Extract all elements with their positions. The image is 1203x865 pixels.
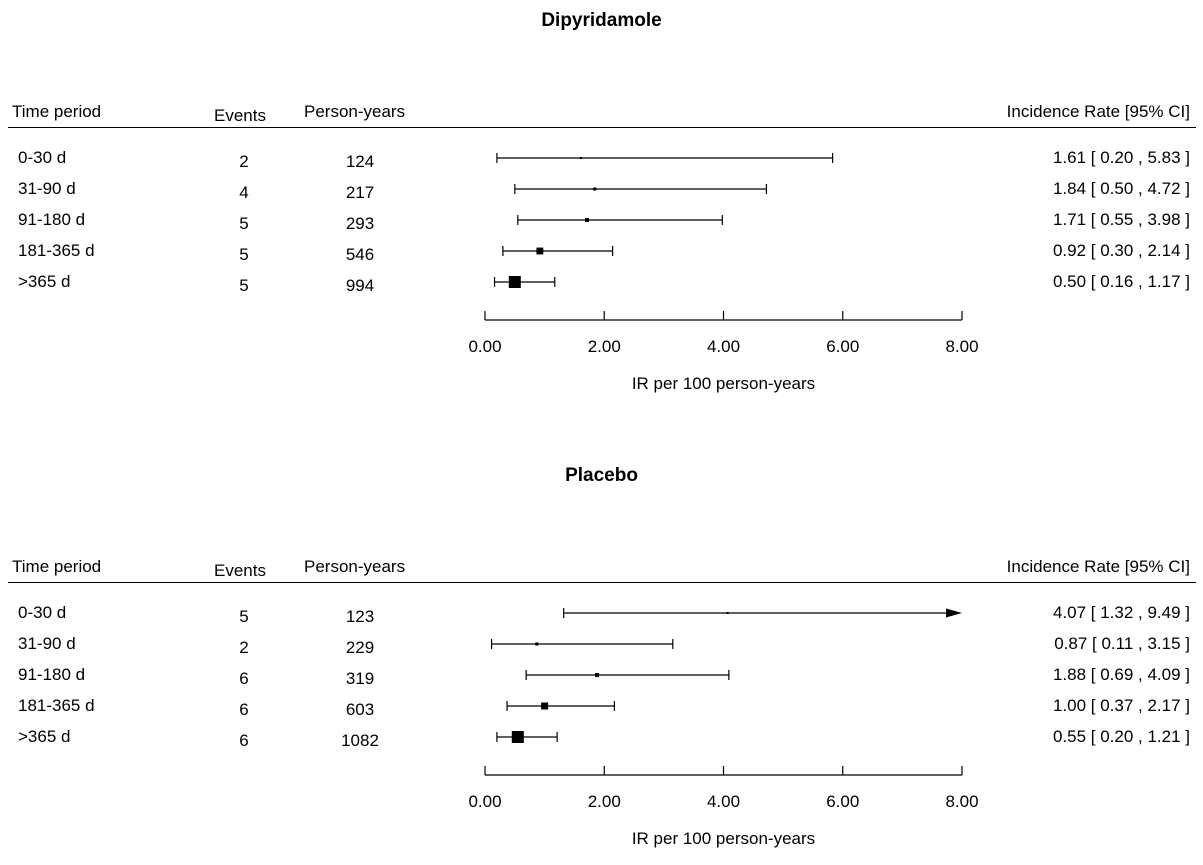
forest-panel-dipyridamole: Dipyridamole Time period Events Person-y… bbox=[0, 0, 1203, 410]
x-tick-label: 2.00 bbox=[588, 792, 621, 811]
forest-plot-svg: 0.00 2.00 4.00 6.00 8.00 IR per 100 person-ye… bbox=[468, 153, 979, 393]
header-time-period: Time period bbox=[12, 557, 102, 576]
x-tick-label: 8.00 bbox=[945, 337, 978, 356]
row-incidence-rate: 1.88 [ 0.69 , 4.09 ] bbox=[1052, 665, 1190, 684]
x-tick-label: 8.00 bbox=[945, 792, 978, 811]
x-axis-label: IR per 100 person-years bbox=[632, 374, 815, 393]
row-person-years: 229 bbox=[345, 638, 375, 657]
point-estimate bbox=[595, 672, 600, 678]
row-person-years: 293 bbox=[345, 214, 375, 233]
row-time-period: 181-365 d bbox=[18, 696, 95, 715]
point-estimate bbox=[536, 247, 544, 255]
row-person-years: 994 bbox=[345, 276, 375, 295]
x-tick-label: 4.00 bbox=[707, 792, 740, 811]
x-axis-label: IR per 100 person-years bbox=[632, 829, 815, 848]
forest-plot-svg: 0.00 2.00 4.00 6.00 8.00 IR per 100 person-ye… bbox=[468, 608, 979, 848]
row-events: 6 bbox=[239, 731, 249, 750]
header-person-years: Person-years bbox=[304, 102, 406, 121]
row-incidence-rate: 1.61 [ 0.20 , 5.83 ] bbox=[1052, 148, 1190, 167]
row-events: 5 bbox=[239, 214, 249, 233]
row-time-period: 91-180 d bbox=[18, 210, 86, 229]
row-time-period: 31-90 d bbox=[18, 179, 76, 198]
panel-title: Placebo bbox=[565, 465, 638, 486]
point-estimate bbox=[535, 642, 539, 646]
point-estimate bbox=[726, 612, 729, 614]
row-time-period: 181-365 d bbox=[18, 241, 95, 260]
row-events: 6 bbox=[239, 700, 249, 719]
header-time-period: Time period bbox=[12, 102, 102, 121]
header-incidence-rate: Incidence Rate [95% CI] bbox=[1006, 102, 1190, 121]
row-time-period: 31-90 d bbox=[18, 634, 76, 653]
row-person-years: 546 bbox=[345, 245, 375, 264]
header-person-years: Person-years bbox=[304, 557, 406, 576]
x-tick-label: 0.00 bbox=[468, 792, 501, 811]
row-person-years: 124 bbox=[345, 152, 375, 171]
x-tick-label: 0.00 bbox=[468, 337, 501, 356]
row-events: 5 bbox=[239, 607, 249, 626]
row-events: 6 bbox=[239, 669, 249, 688]
header-events: Events bbox=[214, 106, 266, 125]
row-incidence-rate: 1.84 [ 0.50 , 4.72 ] bbox=[1052, 179, 1190, 198]
row-incidence-rate: 0.87 [ 0.11 , 3.15 ] bbox=[1054, 634, 1190, 653]
row-person-years: 1082 bbox=[341, 731, 379, 750]
row-incidence-rate: 0.50 [ 0.16 , 1.17 ] bbox=[1052, 272, 1190, 291]
row-events: 5 bbox=[239, 276, 249, 295]
row-time-period: >365 d bbox=[18, 727, 71, 746]
row-person-years: 123 bbox=[345, 607, 375, 626]
row-time-period: 91-180 d bbox=[18, 665, 86, 684]
row-incidence-rate: 0.55 [ 0.20 , 1.21 ] bbox=[1052, 727, 1190, 746]
row-incidence-rate: 1.71 [ 0.55 , 3.98 ] bbox=[1052, 210, 1190, 229]
point-estimate bbox=[579, 157, 582, 159]
row-person-years: 217 bbox=[345, 183, 375, 202]
panel-title: Dipyridamole bbox=[541, 10, 662, 31]
header-incidence-rate: Incidence Rate [95% CI] bbox=[1006, 557, 1190, 576]
row-events: 4 bbox=[239, 183, 249, 202]
row-time-period: 0-30 d bbox=[18, 603, 67, 622]
point-estimate bbox=[593, 187, 597, 191]
row-time-period: 0-30 d bbox=[18, 148, 67, 167]
x-tick-label: 2.00 bbox=[588, 337, 621, 356]
ci-arrow-clipped bbox=[946, 608, 962, 618]
x-tick-label: 6.00 bbox=[826, 337, 859, 356]
point-estimate bbox=[511, 731, 524, 743]
x-tick-label: 4.00 bbox=[707, 337, 740, 356]
row-incidence-rate: 1.00 [ 0.37 , 2.17 ] bbox=[1052, 696, 1190, 715]
x-tick-label: 6.00 bbox=[826, 792, 859, 811]
row-events: 2 bbox=[239, 152, 249, 171]
row-events: 2 bbox=[239, 638, 249, 657]
point-estimate bbox=[584, 218, 589, 222]
row-events: 5 bbox=[239, 245, 249, 264]
forest-panel-placebo: Placebo Time period Events Person-years … bbox=[0, 455, 1203, 865]
header-rule bbox=[8, 582, 1196, 583]
header-rule bbox=[8, 127, 1196, 128]
row-person-years: 603 bbox=[345, 700, 375, 719]
point-estimate bbox=[541, 702, 549, 710]
row-incidence-rate: 0.92 [ 0.30 , 2.14 ] bbox=[1052, 241, 1190, 260]
point-estimate bbox=[508, 276, 521, 288]
header-events: Events bbox=[214, 561, 266, 580]
row-person-years: 319 bbox=[345, 669, 375, 688]
row-incidence-rate: 4.07 [ 1.32 , 9.49 ] bbox=[1052, 603, 1190, 622]
row-time-period: >365 d bbox=[18, 272, 71, 291]
